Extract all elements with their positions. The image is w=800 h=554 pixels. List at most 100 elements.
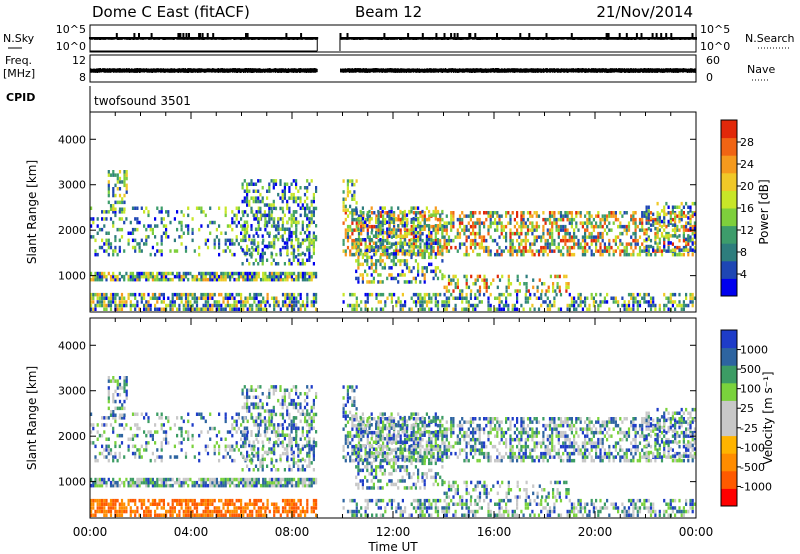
range-cell — [114, 249, 117, 253]
range-cell — [96, 231, 99, 235]
range-cell — [658, 216, 661, 220]
range-cell — [224, 210, 227, 214]
range-cell — [513, 249, 516, 253]
range-cell — [542, 217, 545, 222]
power-y-label: Slant Range [km] — [25, 160, 39, 264]
range-cell — [123, 274, 126, 279]
range-cell — [103, 300, 106, 304]
range-cell — [268, 450, 271, 455]
range-cell — [349, 441, 352, 445]
range-cell — [505, 211, 508, 215]
range-cell — [388, 227, 391, 231]
range-cell — [306, 509, 309, 514]
range-cell — [112, 393, 115, 397]
range-cell — [284, 451, 287, 456]
range-cell — [310, 255, 313, 259]
range-cell — [261, 392, 264, 396]
range-cell — [304, 416, 307, 420]
range-cell — [206, 224, 210, 228]
range-cell — [262, 506, 265, 510]
range-cell — [165, 274, 168, 279]
range-cell — [685, 292, 688, 297]
range-cell — [165, 433, 168, 438]
range-cell — [231, 433, 234, 438]
range-cell — [202, 296, 205, 300]
range-cell — [601, 231, 604, 236]
range-cell — [202, 483, 205, 488]
range-cell — [120, 303, 124, 308]
range-cell — [617, 217, 620, 222]
range-cell — [257, 271, 260, 276]
range-cell — [494, 221, 497, 225]
range-cell — [691, 201, 694, 206]
range-cell — [149, 430, 152, 434]
range-cell — [567, 285, 570, 290]
range-cell — [235, 477, 238, 482]
range-cell — [447, 242, 451, 246]
range-cell — [252, 182, 255, 186]
range-cell — [401, 252, 404, 256]
range-cell — [200, 502, 203, 506]
range-cell — [206, 444, 210, 449]
range-cell — [103, 498, 106, 503]
range-cell — [123, 193, 126, 198]
range-cell — [415, 211, 418, 215]
range-cell — [478, 217, 481, 222]
range-cell — [290, 271, 293, 276]
range-cell — [505, 235, 508, 239]
range-cell — [564, 242, 567, 246]
range-cell — [264, 271, 267, 276]
range-cell — [92, 498, 95, 503]
range-cell — [94, 477, 97, 482]
range-cell — [436, 224, 440, 228]
range-cell — [253, 498, 256, 503]
range-cell — [295, 433, 298, 438]
range-cell — [112, 379, 115, 383]
range-cell — [237, 210, 240, 214]
range-cell — [295, 182, 298, 186]
range-cell — [379, 300, 382, 304]
range-cell — [129, 292, 132, 297]
range-cell — [266, 277, 269, 282]
range-cell — [107, 389, 110, 394]
range-cell — [275, 458, 278, 463]
range-cell — [364, 220, 367, 224]
range-cell — [308, 450, 311, 455]
range-cell — [355, 307, 358, 311]
range-cell — [200, 480, 203, 485]
range-cell — [595, 245, 598, 250]
range-cell — [277, 423, 280, 427]
range-cell — [524, 249, 527, 253]
range-cell — [105, 448, 108, 452]
range-cell — [570, 300, 573, 304]
range-cell — [120, 509, 124, 514]
range-cell — [204, 444, 207, 449]
range-cell — [351, 231, 354, 236]
range-cell — [253, 506, 256, 510]
range-cell — [244, 238, 247, 243]
range-cell — [268, 271, 271, 276]
range-cell — [351, 451, 354, 456]
range-cell — [213, 303, 216, 308]
range-cell — [375, 217, 378, 221]
range-cell — [149, 307, 152, 311]
range-cell — [441, 252, 444, 256]
range-cell — [169, 506, 172, 510]
range-cell — [386, 296, 389, 300]
range-cell — [295, 296, 298, 300]
range-cell — [390, 242, 393, 246]
range-cell — [379, 231, 382, 235]
range-cell — [252, 199, 255, 204]
range-cell — [364, 259, 367, 263]
range-cell — [608, 307, 611, 311]
range-cell — [288, 468, 291, 472]
range-cell — [357, 255, 360, 260]
range-cell — [368, 214, 371, 218]
range-cell — [301, 203, 304, 207]
range-cell — [268, 419, 271, 424]
range-cell — [351, 427, 354, 431]
range-cell — [658, 219, 661, 224]
range-cell — [652, 217, 655, 222]
range-cell — [353, 242, 356, 246]
range-cell — [274, 227, 278, 231]
